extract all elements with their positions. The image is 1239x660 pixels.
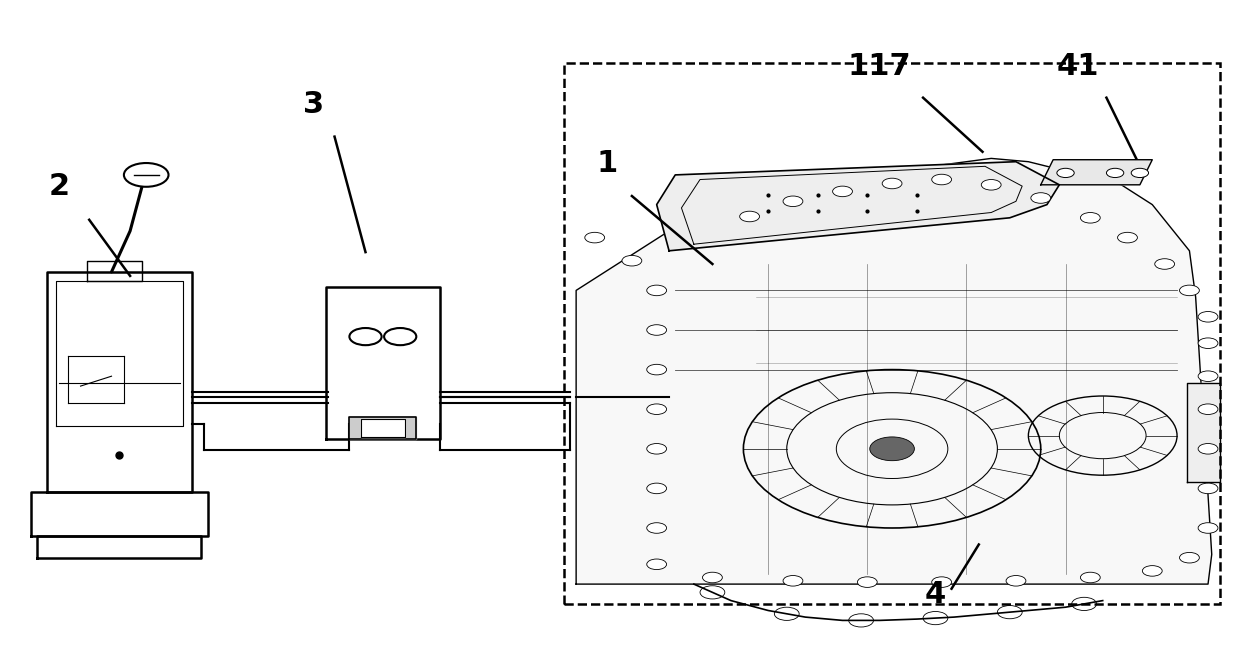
Circle shape [647, 559, 667, 570]
Circle shape [1198, 483, 1218, 494]
Circle shape [1155, 259, 1175, 269]
Polygon shape [1041, 160, 1152, 185]
Circle shape [622, 255, 642, 266]
Circle shape [1198, 404, 1218, 414]
Polygon shape [1187, 383, 1220, 482]
Circle shape [1080, 213, 1100, 223]
Circle shape [783, 576, 803, 586]
Bar [564, 63, 1220, 604]
Circle shape [1198, 371, 1218, 381]
Text: 41: 41 [1057, 51, 1099, 81]
Polygon shape [349, 417, 416, 439]
Circle shape [1180, 285, 1199, 296]
Circle shape [740, 211, 760, 222]
Circle shape [870, 437, 914, 461]
Circle shape [647, 364, 667, 375]
Circle shape [1080, 572, 1100, 583]
Circle shape [647, 404, 667, 414]
Circle shape [1006, 576, 1026, 586]
Circle shape [857, 577, 877, 587]
Text: 117: 117 [847, 51, 912, 81]
Circle shape [1180, 552, 1199, 563]
Circle shape [647, 523, 667, 533]
Circle shape [124, 163, 169, 187]
Circle shape [833, 186, 852, 197]
Circle shape [932, 577, 952, 587]
Circle shape [703, 572, 722, 583]
Circle shape [1198, 312, 1218, 322]
Circle shape [647, 325, 667, 335]
Circle shape [1131, 168, 1149, 178]
Circle shape [647, 444, 667, 454]
Polygon shape [576, 158, 1212, 584]
Circle shape [932, 174, 952, 185]
Circle shape [1106, 168, 1124, 178]
Circle shape [647, 483, 667, 494]
Circle shape [1057, 168, 1074, 178]
Circle shape [783, 196, 803, 207]
Polygon shape [361, 419, 405, 437]
Circle shape [882, 178, 902, 189]
Text: 2: 2 [48, 172, 71, 201]
Circle shape [1198, 523, 1218, 533]
Circle shape [1198, 338, 1218, 348]
Circle shape [1198, 444, 1218, 454]
Circle shape [1142, 566, 1162, 576]
Polygon shape [657, 162, 1059, 251]
Circle shape [1031, 193, 1051, 203]
Circle shape [1118, 232, 1137, 243]
Circle shape [647, 285, 667, 296]
Text: 4: 4 [924, 579, 947, 609]
Circle shape [981, 180, 1001, 190]
Text: 1: 1 [596, 149, 618, 178]
Text: 3: 3 [302, 90, 325, 119]
Circle shape [585, 232, 605, 243]
